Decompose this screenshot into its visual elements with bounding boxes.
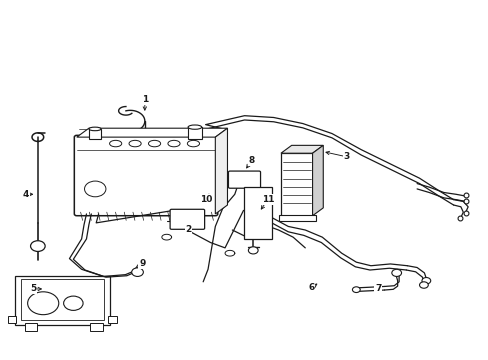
Text: 6: 6 (308, 283, 314, 292)
Bar (15, 276, 110, 325)
Text: 9: 9 (139, 260, 145, 269)
Ellipse shape (187, 140, 199, 147)
Ellipse shape (148, 140, 160, 147)
Circle shape (421, 278, 430, 284)
Ellipse shape (167, 140, 180, 147)
Bar (8, 316, 17, 323)
FancyBboxPatch shape (170, 209, 204, 229)
Bar (90, 323, 102, 331)
Text: 1: 1 (142, 95, 148, 104)
Polygon shape (77, 128, 227, 137)
Bar (278, 215, 315, 221)
Circle shape (131, 268, 143, 276)
Bar (89, 129, 101, 139)
Ellipse shape (188, 125, 201, 129)
Circle shape (30, 241, 45, 251)
Polygon shape (281, 145, 323, 153)
Polygon shape (215, 128, 227, 214)
Circle shape (391, 269, 401, 276)
Text: 7: 7 (374, 284, 381, 293)
Polygon shape (312, 145, 323, 216)
Bar (187, 127, 202, 139)
Circle shape (419, 282, 427, 288)
Text: 11: 11 (261, 195, 274, 204)
Text: 4: 4 (22, 190, 29, 199)
FancyBboxPatch shape (228, 171, 260, 188)
Text: 3: 3 (343, 152, 349, 161)
Bar (243, 187, 271, 239)
Text: 8: 8 (248, 156, 254, 165)
Circle shape (248, 247, 258, 254)
Text: 2: 2 (185, 225, 191, 234)
Bar (25, 323, 37, 331)
Bar (281, 153, 312, 216)
Ellipse shape (109, 140, 122, 147)
Bar (108, 316, 117, 323)
Circle shape (63, 296, 83, 310)
Ellipse shape (89, 127, 101, 131)
Text: 10: 10 (200, 195, 212, 204)
Bar (21, 279, 104, 320)
Circle shape (28, 292, 59, 315)
Circle shape (84, 181, 106, 197)
Circle shape (352, 287, 360, 293)
Text: 5: 5 (30, 284, 36, 293)
FancyBboxPatch shape (74, 135, 217, 216)
Ellipse shape (129, 140, 141, 147)
